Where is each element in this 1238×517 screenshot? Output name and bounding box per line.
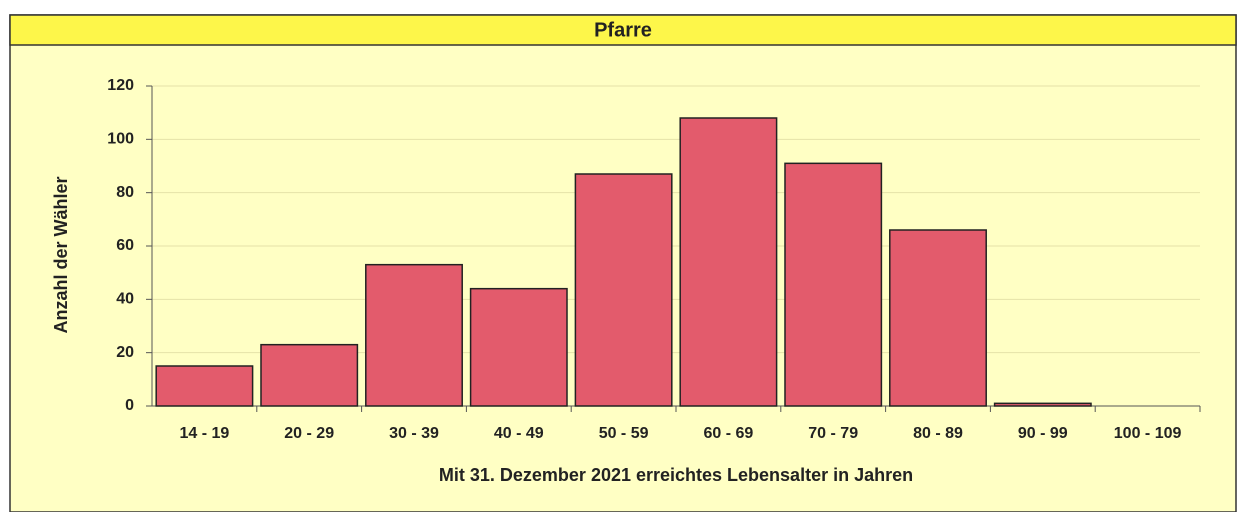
x-tick-label: 50 - 59	[599, 425, 649, 442]
y-tick-label: 40	[116, 291, 134, 308]
chart-title: Pfarre	[594, 19, 652, 41]
x-tick-label: 100 - 109	[1114, 425, 1182, 442]
bar	[679, 117, 778, 407]
y-tick-label: 20	[116, 344, 134, 361]
bar	[365, 263, 463, 407]
title-bar	[9, 14, 1237, 46]
bar	[155, 365, 254, 407]
y-tick-label: 80	[116, 184, 134, 201]
y-tick-label: 0	[125, 397, 134, 414]
x-tick-label: 90 - 99	[1018, 425, 1068, 442]
bar	[889, 229, 987, 407]
bar	[260, 343, 359, 407]
x-tick-label: 20 - 29	[284, 425, 334, 442]
x-tick-label: 30 - 39	[389, 425, 439, 442]
x-tick-label: 70 - 79	[808, 425, 858, 442]
x-tick-label: 40 - 49	[494, 425, 544, 442]
x-axis-label: Mit 31. Dezember 2021 erreichtes Lebensa…	[439, 465, 913, 485]
bar	[574, 173, 673, 407]
x-tick-label: 60 - 69	[703, 425, 753, 442]
y-tick-label: 120	[107, 77, 134, 94]
bar	[993, 402, 1092, 407]
x-tick-label: 80 - 89	[913, 425, 963, 442]
y-tick-label: 60	[116, 237, 134, 254]
x-tick-label: 14 - 19	[179, 425, 229, 442]
y-axis-label: Anzahl der Wähler	[51, 176, 71, 333]
bar	[469, 287, 568, 407]
bar	[784, 162, 883, 407]
y-tick-label: 100	[107, 131, 134, 148]
